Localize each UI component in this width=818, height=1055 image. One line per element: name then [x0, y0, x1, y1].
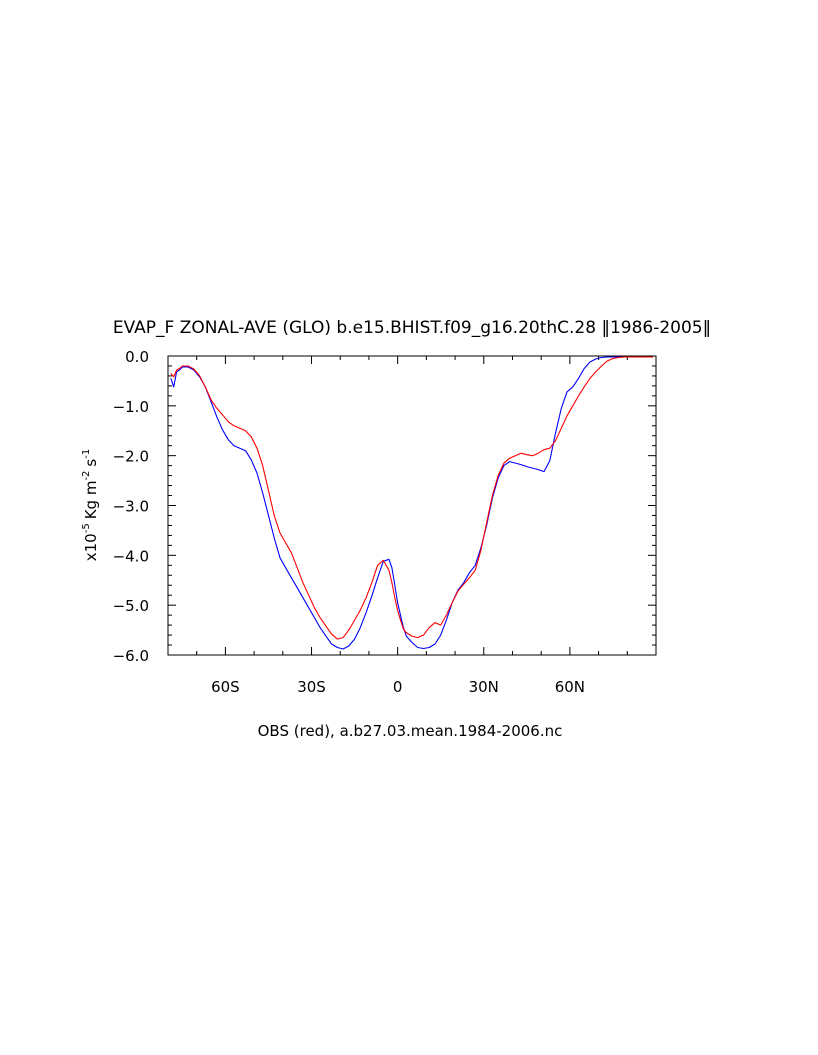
x-tick-label: 30S [297, 678, 326, 696]
x-ticks: 60S 30S 0 30N 60N [167, 356, 657, 696]
y-ticks: 0.0 −1.0 −2.0 −3.0 −4.0 −5.0 −6.0 [113, 348, 656, 665]
y-tick-label: −5.0 [113, 597, 149, 615]
y-axis-label: x10-5 Kg m-2 s-1 [81, 449, 100, 562]
chart-title: EVAP_F ZONAL-AVE (GLO) b.e15.BHIST.f09_g… [113, 318, 711, 338]
ylabel-exp3: -1 [81, 449, 92, 459]
series-lines [170, 356, 654, 650]
ylabel-s: s [82, 459, 100, 467]
svg-text:x10-5Kg m-2s-1: x10-5 Kg m-2 s-1 [81, 449, 100, 562]
ylabel-exp: -5 [81, 523, 92, 533]
y-tick-label: −2.0 [113, 448, 149, 466]
y-tick-label: −1.0 [113, 398, 149, 416]
x-tick-label: 0 [393, 678, 403, 696]
x-tick-label: 30N [469, 678, 499, 696]
series-line-0 [170, 356, 654, 650]
y-tick-label: −3.0 [113, 498, 149, 516]
x-tick-label: 60S [211, 678, 240, 696]
y-tick-label: 0.0 [125, 348, 149, 366]
ylabel-exp2: -2 [81, 471, 92, 481]
ylabel-kg: Kg m [82, 481, 100, 520]
y-tick-label: −6.0 [113, 647, 149, 665]
series-line-1 [170, 356, 654, 640]
plot-frame [167, 355, 657, 656]
x-tick-label: 60N [555, 678, 585, 696]
ylabel-prefix: x10 [82, 533, 100, 561]
plot-area: 60S 30S 0 30N 60N 0.0 −1.0 −2.0 −3.0 −4.0 −5.0 −6.… [113, 348, 657, 696]
x-axis-label: OBS (red), a.b27.03.mean.1984-2006.nc [258, 722, 563, 740]
y-tick-label: −4.0 [113, 547, 149, 565]
